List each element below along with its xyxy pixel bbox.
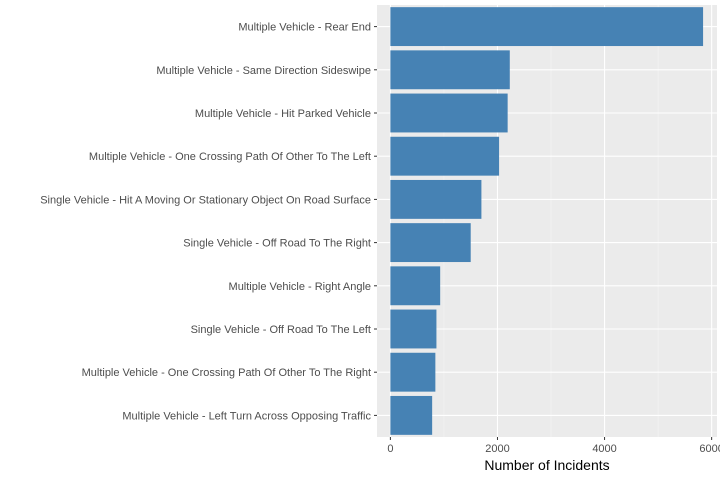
x-tick-label: 6000 — [699, 443, 720, 455]
x-axis: 0 2000 4000 6000 — [387, 437, 720, 455]
x-tick-label: 2000 — [485, 443, 509, 455]
bar — [390, 50, 510, 90]
bar — [390, 136, 500, 176]
y-tick-label: Multiple Vehicle - Same Direction Sidesw… — [156, 65, 371, 77]
y-tick-label: Multiple Vehicle - One Crossing Path Of … — [89, 151, 371, 163]
bar — [390, 223, 471, 263]
bar — [390, 395, 433, 435]
y-tick-label: Multiple Vehicle - Right Angle — [229, 281, 371, 293]
y-tick-label: Multiple Vehicle - Rear End — [238, 22, 371, 34]
y-tick-label: Multiple Vehicle - One Crossing Path Of … — [82, 367, 371, 379]
y-tick-label: Multiple Vehicle - Left Turn Across Oppo… — [122, 410, 371, 422]
x-tick-label: 0 — [387, 443, 393, 455]
y-tick-label: Single Vehicle - Off Road To The Left — [191, 324, 371, 336]
bar — [390, 93, 508, 133]
y-tick-label: Multiple Vehicle - Hit Parked Vehicle — [195, 108, 371, 120]
y-tick-label: Single Vehicle - Hit A Moving Or Station… — [40, 194, 371, 206]
x-axis-title: Number of Incidents — [484, 457, 609, 473]
bars — [390, 7, 704, 435]
bar — [390, 7, 704, 47]
y-axis: Multiple Vehicle - Rear End Multiple Vehi… — [40, 22, 377, 422]
x-tick-label: 4000 — [592, 443, 616, 455]
y-tick-label: Single Vehicle - Off Road To The Right — [183, 238, 371, 250]
bar — [390, 266, 441, 306]
bar — [390, 309, 437, 349]
bar — [390, 179, 482, 219]
bar — [390, 352, 436, 392]
